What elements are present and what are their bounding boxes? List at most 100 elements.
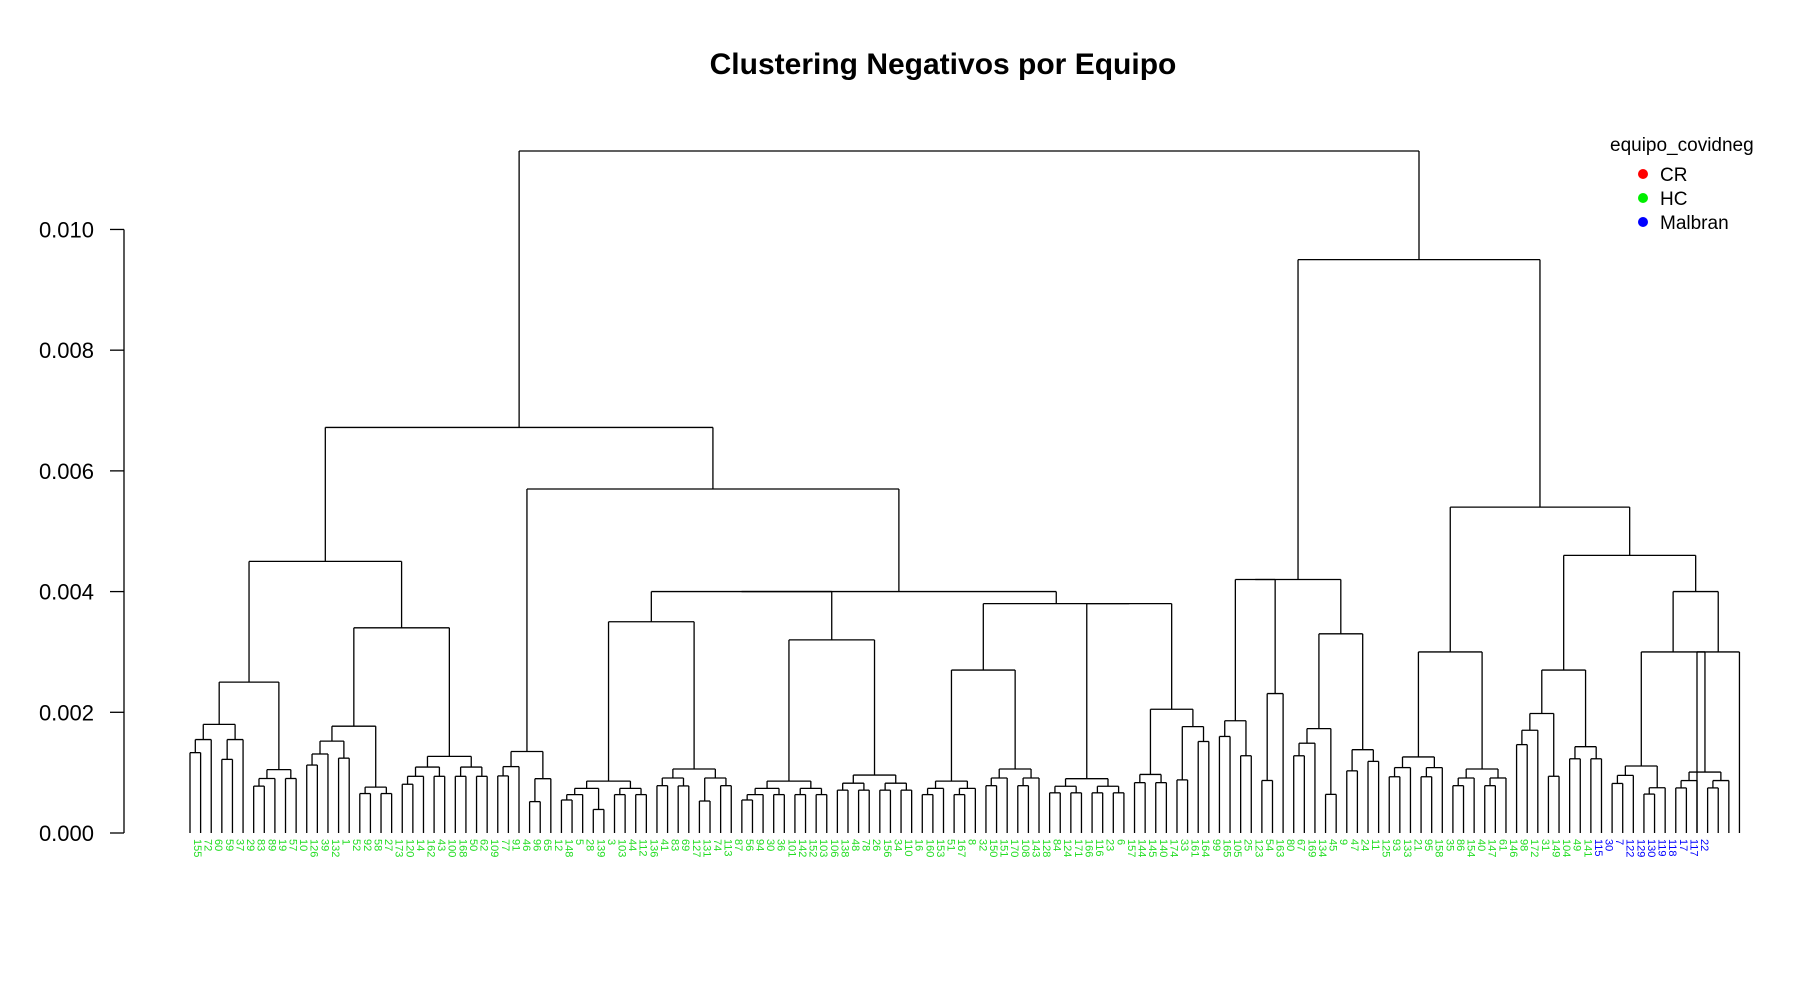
leaf-label: 145 (1146, 839, 1158, 857)
leaf-label: 158 (1433, 839, 1445, 857)
leaf-label: 25 (1242, 839, 1254, 851)
leaf-label: 40 (1475, 839, 1487, 851)
leaf-label: 143 (1029, 839, 1041, 857)
leaf-label: 146 (1507, 839, 1519, 857)
leaf-label: 128 (1040, 839, 1052, 857)
leaf-label: 6 (1114, 839, 1126, 845)
leaf-label: 172 (1528, 839, 1540, 857)
leaf-label: 30 (1602, 839, 1614, 851)
leaf-label: 80 (1284, 839, 1296, 851)
leaf-label: 41 (658, 839, 670, 851)
leaf-label: 77 (499, 839, 511, 851)
leaf-label: 61 (1496, 839, 1508, 851)
leaf-label: 16 (913, 839, 925, 851)
leaf-label: 33 (1178, 839, 1190, 851)
leaf-label: 123 (1252, 839, 1264, 857)
leaf-label: 174 (1167, 839, 1179, 857)
y-tick-label: 0.002 (39, 700, 94, 725)
leaf-label: 69 (679, 839, 691, 851)
leaf-label: 153 (934, 839, 946, 857)
leaf-label: 43 (435, 839, 447, 851)
leaf-label: 24 (1358, 839, 1370, 851)
y-tick-label: 0.008 (39, 338, 94, 363)
leaf-label: 157 (1125, 839, 1137, 857)
leaf-label: 62 (478, 839, 490, 851)
leaf-label: 124 (1061, 839, 1073, 857)
leaf-label: 133 (1401, 839, 1413, 857)
leaf-label: 130 (1645, 839, 1657, 857)
leaf-label: 96 (531, 839, 543, 851)
leaf-label: 104 (1560, 839, 1572, 857)
leaf-label: 103 (616, 839, 628, 857)
leaf-label: 46 (520, 839, 532, 851)
leaf-label: 155 (191, 839, 203, 857)
leaf-label: 1 (340, 839, 352, 845)
leaf-label: 7 (1613, 839, 1625, 845)
leaf-label: 144 (1136, 839, 1148, 857)
leaf-label: 140 (1157, 839, 1169, 857)
leaf-label: 74 (711, 839, 723, 851)
leaf-label: 120 (403, 839, 415, 857)
leaf-label: 100 (446, 839, 458, 857)
leaf-label: 83 (255, 839, 267, 851)
leaf-label: 150 (987, 839, 999, 857)
leaf-label: 11 (1369, 839, 1381, 850)
leaf-label: 152 (807, 839, 819, 857)
leaf-label: 17 (1677, 839, 1689, 851)
leaf-label: 119 (1656, 839, 1668, 857)
leaf-label: 34 (891, 839, 903, 851)
leaf-label: 57 (287, 839, 299, 851)
leaf-label: 59 (223, 839, 235, 851)
leaf-label: 30 (764, 839, 776, 851)
leaf-label: 45 (1327, 839, 1339, 851)
leaf-label: 28 (584, 839, 596, 851)
leaf-label: 163 (1273, 839, 1285, 857)
leaf-label: 56 (743, 839, 755, 851)
leaf-label: 132 (329, 839, 341, 857)
leaf-label: 32 (976, 839, 988, 851)
legend-marker (1638, 217, 1648, 227)
legend-label: HC (1660, 189, 1687, 210)
leaf-label: 19 (276, 839, 288, 851)
leaf-label: 48 (849, 839, 861, 851)
leaf-label: 136 (647, 839, 659, 857)
leaf-label: 167 (955, 839, 967, 857)
leaf-label: 118 (1666, 839, 1678, 857)
leaf-label: 99 (1210, 839, 1222, 851)
leaf-label: 5 (573, 839, 585, 845)
leaf-label: 141 (1581, 839, 1593, 857)
leaf-label: 112 (637, 839, 649, 857)
leaf-label: 92 (361, 839, 373, 851)
y-tick-label: 0.010 (39, 217, 94, 242)
legend-marker (1638, 193, 1648, 203)
y-tick-label: 0.006 (39, 459, 94, 484)
leaf-label: 106 (828, 839, 840, 857)
y-tick-label: 0.004 (39, 580, 94, 605)
y-tick-label: 0.000 (39, 821, 94, 846)
legend-label: Malbran (1660, 213, 1729, 234)
leaf-label: 93 (1390, 839, 1402, 851)
leaf-label: 84 (1051, 839, 1063, 851)
leaf-label: 129 (1634, 839, 1646, 857)
leaf-label: 22 (1698, 839, 1710, 851)
leaf-label: 169 (1305, 839, 1317, 857)
leaf-label: 47 (1348, 839, 1360, 851)
leaf-label: 162 (424, 839, 436, 857)
leaf-label: 36 (775, 839, 787, 851)
leaf-label: 154 (1465, 839, 1477, 857)
leaf-label: 103 (817, 839, 829, 857)
leaf-label: 151 (998, 839, 1010, 857)
leaf-label: 173 (393, 839, 405, 857)
leaf-label: 139 (594, 839, 606, 857)
leaf-label: 94 (753, 839, 765, 851)
leaf-label: 98 (1518, 839, 1530, 851)
leaf-label: 21 (1411, 839, 1423, 851)
legend-label: CR (1660, 165, 1687, 186)
y-axis: 0.000 0.002 0.004 0.006 0.008 0.010 (39, 217, 125, 846)
leaf-label: 113 (722, 839, 734, 857)
leaf-label: 27 (382, 839, 394, 851)
leaf-label: 127 (690, 839, 702, 857)
leaf-label: 78 (860, 839, 872, 851)
leaf-label: 54 (1263, 839, 1275, 851)
